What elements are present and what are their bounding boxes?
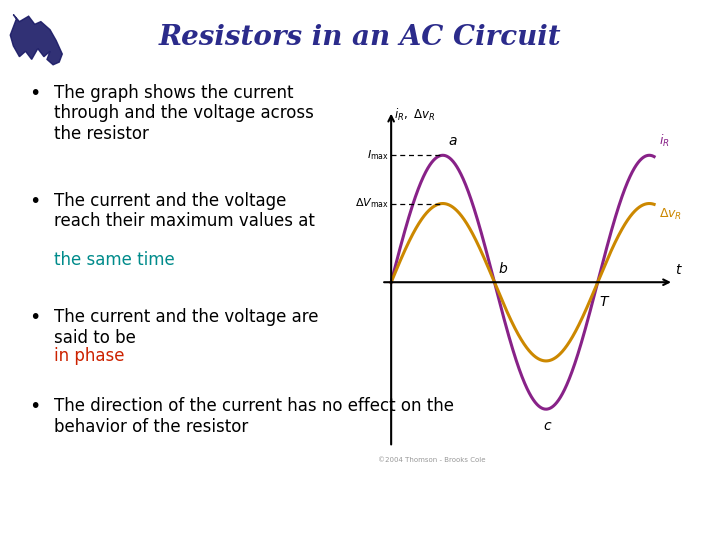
Text: $T$: $T$ xyxy=(599,295,611,309)
Text: The graph shows the current
through and the voltage across
the resistor: The graph shows the current through and … xyxy=(54,84,314,143)
Text: $a$: $a$ xyxy=(448,134,457,147)
Text: •: • xyxy=(29,397,40,416)
Text: •: • xyxy=(29,308,40,327)
Text: The current and the voltage are
said to be: The current and the voltage are said to … xyxy=(54,308,318,347)
Text: •: • xyxy=(29,192,40,211)
Text: the same time: the same time xyxy=(54,251,175,269)
Text: The direction of the current has no effect on the
behavior of the resistor: The direction of the current has no effe… xyxy=(54,397,454,436)
Text: The current and the voltage
reach their maximum values at: The current and the voltage reach their … xyxy=(54,192,315,231)
Text: •: • xyxy=(29,84,40,103)
Text: $c$: $c$ xyxy=(543,420,552,433)
Text: $\Delta v_R$: $\Delta v_R$ xyxy=(659,207,683,222)
Text: $i_R,\ \Delta v_R$: $i_R,\ \Delta v_R$ xyxy=(394,107,435,123)
Text: $I_\mathrm{max}$: $I_\mathrm{max}$ xyxy=(366,148,389,162)
Text: $i_R$: $i_R$ xyxy=(659,133,670,150)
Polygon shape xyxy=(10,15,63,65)
Text: $b$: $b$ xyxy=(498,261,508,276)
Text: $\Delta V_\mathrm{max}$: $\Delta V_\mathrm{max}$ xyxy=(355,197,389,211)
Text: Resistors in an AC Circuit: Resistors in an AC Circuit xyxy=(158,24,562,51)
Text: ©2004 Thomson - Brooks Cole: ©2004 Thomson - Brooks Cole xyxy=(378,457,485,463)
Text: $t$: $t$ xyxy=(675,263,683,277)
Text: in phase: in phase xyxy=(54,347,125,364)
